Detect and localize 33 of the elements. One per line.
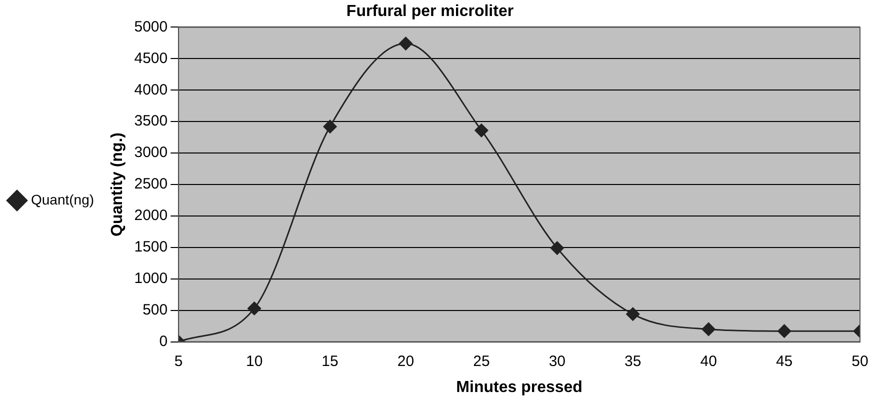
y-tick-label: 4500 [134, 50, 168, 67]
x-tick-label: 5 [174, 352, 183, 370]
point [550, 241, 564, 255]
x-tick-label: 15 [322, 352, 338, 370]
point [323, 120, 337, 134]
point [474, 124, 488, 138]
y-tick-label: 0 [159, 332, 168, 350]
point [626, 307, 640, 321]
point [248, 302, 262, 316]
y-tick-label: 5000 [134, 18, 168, 36]
y-tick-label: 3500 [134, 112, 168, 130]
y-tick-label: 2500 [134, 176, 168, 193]
chart-title: Furfural per microliter [346, 3, 514, 20]
y-tick-label: 4000 [134, 81, 168, 98]
point [398, 36, 412, 50]
y-tick-label: 500 [142, 301, 168, 318]
y-tick-label: 1500 [134, 238, 168, 256]
x-axis-title: Minutes pressed [456, 378, 582, 396]
y-tick-label: 2000 [134, 207, 168, 224]
legend-label: Quant(ng) [31, 191, 94, 208]
x-tick-label: 45 [776, 352, 793, 370]
y-tick-label: 1000 [134, 270, 168, 288]
x-tick-label: 40 [700, 352, 717, 370]
y-tick-label: 3000 [134, 144, 168, 162]
x-tick-label: 35 [624, 352, 642, 370]
x-tick-label: 25 [473, 352, 490, 370]
x-tick-label: 50 [852, 352, 868, 370]
point [702, 322, 716, 336]
point [778, 324, 792, 338]
x-tick-label: 10 [246, 352, 263, 370]
x-tick-label: 20 [397, 352, 414, 370]
x-tick-label: 30 [548, 352, 566, 370]
y-axis-title: Quantity (ng.) [109, 132, 126, 236]
